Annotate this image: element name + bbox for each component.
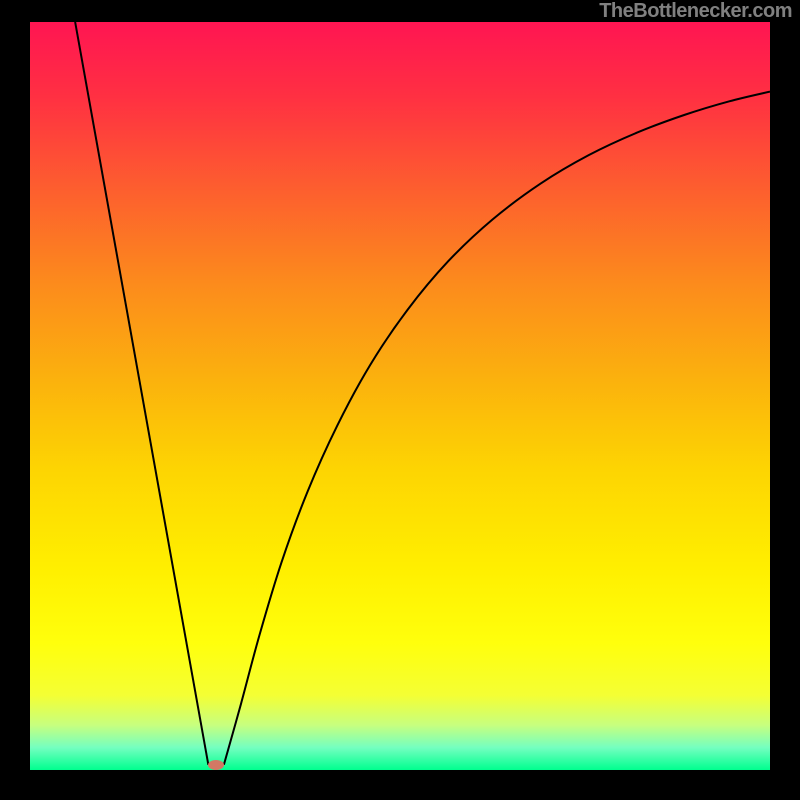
left-descending-line xyxy=(75,22,208,765)
minimum-marker xyxy=(208,760,224,770)
watermark-text: TheBottlenecker.com xyxy=(599,0,792,23)
right-ascending-curve xyxy=(224,92,770,765)
plot-area xyxy=(30,22,770,770)
curve-overlay xyxy=(30,22,770,770)
